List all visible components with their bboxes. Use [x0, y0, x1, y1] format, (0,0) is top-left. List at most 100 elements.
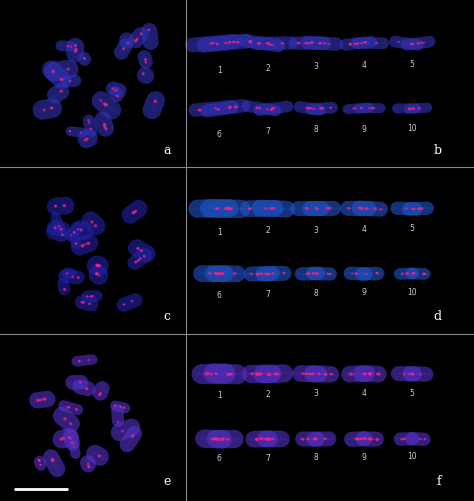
Circle shape: [317, 373, 319, 375]
Circle shape: [112, 405, 113, 406]
Circle shape: [116, 89, 118, 90]
Circle shape: [371, 273, 373, 274]
Circle shape: [95, 225, 97, 227]
Circle shape: [371, 107, 372, 108]
Circle shape: [264, 273, 267, 275]
Circle shape: [252, 41, 254, 43]
Circle shape: [92, 359, 93, 360]
Circle shape: [66, 437, 68, 439]
Circle shape: [215, 273, 217, 274]
Circle shape: [225, 208, 227, 209]
Circle shape: [60, 79, 62, 80]
Circle shape: [405, 109, 407, 110]
Circle shape: [315, 273, 317, 274]
Circle shape: [405, 208, 407, 209]
Circle shape: [309, 273, 311, 274]
Circle shape: [201, 273, 204, 275]
Circle shape: [428, 374, 430, 375]
Circle shape: [74, 51, 76, 52]
Circle shape: [423, 274, 424, 275]
Circle shape: [268, 274, 270, 275]
Circle shape: [88, 120, 89, 121]
Circle shape: [431, 41, 433, 42]
Circle shape: [309, 373, 311, 375]
Circle shape: [330, 43, 332, 45]
Circle shape: [61, 205, 63, 207]
Circle shape: [140, 206, 142, 208]
Circle shape: [210, 108, 213, 109]
Circle shape: [367, 108, 369, 109]
Circle shape: [256, 207, 259, 208]
Circle shape: [355, 208, 357, 209]
Circle shape: [76, 409, 77, 410]
Circle shape: [360, 438, 362, 439]
Circle shape: [52, 96, 54, 97]
Circle shape: [222, 108, 224, 109]
Circle shape: [319, 43, 320, 44]
Circle shape: [237, 41, 239, 43]
Circle shape: [373, 43, 375, 44]
Circle shape: [258, 373, 261, 375]
Circle shape: [51, 107, 53, 109]
Circle shape: [222, 373, 226, 375]
Circle shape: [410, 373, 413, 374]
Circle shape: [251, 106, 253, 107]
Circle shape: [101, 388, 103, 389]
Circle shape: [70, 81, 71, 82]
Circle shape: [213, 438, 216, 440]
Circle shape: [145, 75, 146, 76]
Circle shape: [412, 273, 413, 274]
Circle shape: [413, 273, 415, 274]
Circle shape: [64, 46, 65, 47]
Circle shape: [417, 208, 419, 209]
Circle shape: [313, 108, 315, 110]
Circle shape: [132, 264, 133, 265]
Circle shape: [62, 89, 64, 91]
Circle shape: [52, 459, 54, 461]
Circle shape: [397, 207, 400, 209]
Circle shape: [85, 230, 88, 232]
Circle shape: [315, 42, 317, 44]
Circle shape: [330, 438, 333, 439]
Circle shape: [341, 45, 343, 46]
Circle shape: [90, 126, 91, 128]
Circle shape: [63, 81, 64, 83]
Circle shape: [39, 110, 41, 111]
Circle shape: [69, 433, 70, 435]
Circle shape: [315, 438, 317, 440]
Circle shape: [70, 235, 72, 236]
Circle shape: [221, 273, 224, 274]
Circle shape: [68, 204, 70, 206]
Circle shape: [278, 43, 280, 44]
Circle shape: [140, 250, 142, 252]
Circle shape: [249, 208, 251, 209]
Circle shape: [401, 438, 403, 440]
Circle shape: [412, 273, 413, 274]
Circle shape: [228, 208, 230, 209]
Circle shape: [209, 372, 212, 374]
Circle shape: [365, 42, 366, 43]
Circle shape: [272, 273, 274, 274]
Circle shape: [299, 438, 301, 440]
Circle shape: [115, 405, 116, 406]
Circle shape: [428, 41, 429, 43]
Circle shape: [410, 44, 412, 45]
Circle shape: [204, 208, 208, 209]
Circle shape: [135, 210, 137, 211]
Circle shape: [349, 373, 353, 375]
Circle shape: [257, 43, 260, 44]
Circle shape: [58, 70, 60, 72]
Circle shape: [357, 438, 359, 440]
Circle shape: [70, 131, 71, 132]
Circle shape: [274, 373, 276, 374]
Circle shape: [249, 41, 251, 43]
Circle shape: [76, 246, 78, 247]
Circle shape: [274, 43, 276, 44]
Circle shape: [67, 406, 69, 407]
Circle shape: [94, 225, 97, 227]
Circle shape: [365, 208, 368, 209]
Circle shape: [150, 44, 152, 46]
Circle shape: [332, 274, 334, 275]
Circle shape: [197, 273, 200, 275]
Circle shape: [211, 438, 213, 440]
